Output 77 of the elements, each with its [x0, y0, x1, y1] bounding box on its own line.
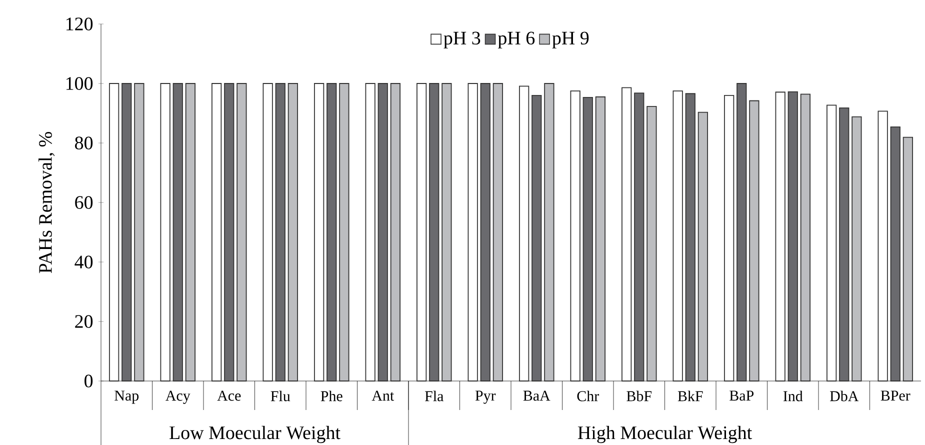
y-tick-label: 100: [66, 77, 93, 90]
y-axis-title: PAHs Removal, %: [38, 132, 55, 274]
x-tick-label: Fla: [424, 390, 444, 402]
x-tick-label: Ace: [217, 390, 241, 401]
bar: [339, 83, 350, 382]
legend-label: pH 6: [498, 32, 535, 48]
x-tick-label: Nap: [114, 390, 139, 404]
bar: [212, 83, 222, 382]
bar: [326, 83, 337, 382]
bar: [390, 83, 400, 382]
bar: [109, 83, 120, 382]
bar: [749, 100, 760, 382]
bar: [698, 112, 708, 382]
x-tick-label: DbA: [830, 390, 859, 402]
bar: [800, 94, 811, 382]
bar: [480, 83, 490, 382]
bar: [492, 83, 503, 382]
bar: [544, 83, 554, 382]
bar: [634, 92, 644, 382]
bar: [582, 97, 593, 382]
x-tick-label: Ant: [372, 390, 394, 401]
bar: [262, 83, 273, 382]
bar: [852, 116, 862, 382]
text: Low Moecular Weight: [170, 426, 340, 444]
y-tick-label: 80: [75, 136, 93, 150]
y-tick-label: 60: [75, 196, 93, 209]
bar: [160, 83, 170, 382]
bar: [172, 83, 183, 382]
bar: [378, 83, 388, 382]
bar: [890, 126, 900, 382]
x-tick-label: Ind: [783, 390, 803, 402]
bar: [595, 96, 606, 382]
x-tick-label: BaA: [523, 390, 550, 401]
bar: [519, 86, 530, 382]
bar: [275, 83, 286, 382]
bar: [672, 90, 683, 382]
bar: [468, 83, 478, 382]
bar: [532, 94, 542, 382]
x-tick-label: BbF: [626, 390, 652, 402]
legend-label: pH 3: [444, 32, 480, 48]
y-tick-label: 20: [75, 315, 93, 328]
bar: [878, 110, 888, 382]
bar: [416, 83, 427, 382]
bar: [902, 136, 914, 382]
bar: [288, 83, 298, 382]
bar: [134, 83, 144, 382]
bar: [314, 83, 324, 382]
x-tick-label: BPer: [880, 390, 910, 401]
x-tick-label: Acy: [166, 390, 190, 404]
text: High Moecular Weight: [578, 426, 752, 444]
x-tick-label: BkF: [678, 390, 703, 402]
bar: [646, 106, 657, 382]
bar: [839, 107, 850, 382]
legend-label: pH 9: [552, 32, 589, 48]
x-tick-label: Flu: [270, 390, 290, 402]
bar: [775, 92, 786, 382]
y-tick-label: 0: [84, 374, 93, 388]
bar: [185, 83, 196, 382]
bar: [236, 83, 247, 382]
x-tick-label: Pyr: [475, 390, 496, 404]
bar: [429, 83, 440, 382]
x-tick-label: BaP: [730, 390, 754, 401]
y-tick-label: 40: [74, 256, 93, 268]
bar: [826, 104, 837, 382]
bar: [724, 94, 734, 382]
bar: [122, 83, 132, 382]
y-tick-label: 120: [66, 18, 93, 30]
bar: [622, 87, 632, 382]
bar: [788, 91, 798, 382]
x-tick-label: Phe: [320, 390, 342, 402]
bar: [442, 83, 452, 382]
bar: [365, 83, 376, 382]
x-tick-label: Chr: [577, 390, 599, 402]
bar: [224, 83, 234, 382]
bar: [736, 83, 747, 382]
bar: [570, 90, 580, 382]
bar: [685, 93, 696, 382]
